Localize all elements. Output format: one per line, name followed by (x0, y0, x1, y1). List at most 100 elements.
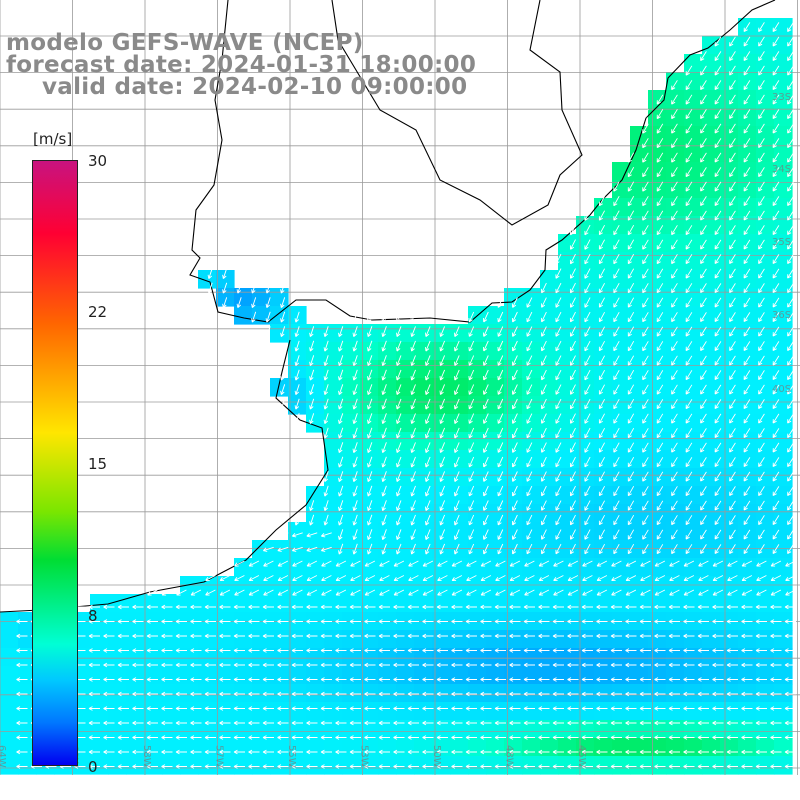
wind-arrow (584, 442, 591, 453)
wind-arrow (393, 648, 405, 653)
wind-speed-cell (630, 756, 649, 775)
wind-speed-cell (738, 144, 757, 163)
wind-arrow (381, 500, 387, 512)
wind-arrow (248, 691, 260, 697)
wind-arrow (396, 384, 402, 395)
wind-speed-cell (522, 504, 541, 523)
wind-arrow (584, 253, 591, 265)
wind-arrow (509, 604, 521, 610)
wind-arrow (204, 648, 216, 653)
wind-arrow (396, 398, 402, 410)
wind-speed-cell (432, 702, 451, 721)
wind-arrow (627, 427, 635, 439)
wind-arrow (320, 677, 332, 682)
wind-arrow (627, 166, 635, 178)
wind-arrow (306, 633, 318, 639)
wind-arrow (379, 575, 390, 582)
wind-arrow (393, 720, 405, 726)
wind-arrow (248, 662, 260, 668)
latitude-label: 36S (772, 310, 791, 321)
wind-arrow (511, 529, 518, 540)
wind-arrow (526, 485, 533, 497)
wind-speed-cell (558, 756, 577, 775)
wind-speed-cell (774, 558, 793, 577)
wind-speed-cell (720, 684, 739, 703)
wind-arrow (642, 399, 649, 410)
wind-speed-cell (630, 198, 649, 217)
wind-arrow (758, 500, 765, 511)
wind-speed-cell (738, 558, 757, 577)
wind-arrow (454, 529, 460, 540)
wind-arrow (685, 312, 693, 323)
wind-speed-cell (576, 504, 595, 523)
wind-arrow (367, 485, 373, 497)
wind-arrow (190, 677, 202, 682)
wind-arrow (729, 544, 736, 554)
wind-speed-cell (756, 720, 775, 739)
wind-arrow (538, 706, 550, 711)
wind-speed-cell (558, 738, 577, 757)
wind-arrow (743, 65, 751, 76)
wind-arrow (726, 662, 738, 668)
wind-arrow (393, 662, 405, 668)
wind-speed-cell (630, 270, 649, 289)
wind-speed-cell (486, 594, 505, 613)
wind-arrow (511, 369, 518, 381)
wind-speed-cell (342, 360, 361, 379)
wind-arrow (642, 486, 649, 497)
wind-arrow (654, 706, 666, 711)
wind-arrow (685, 399, 693, 410)
wind-speed-cell (684, 90, 703, 109)
wind-arrow (656, 268, 664, 279)
wind-speed-cell (18, 702, 37, 721)
wind-speed-cell (738, 360, 757, 379)
wind-speed-cell (576, 702, 595, 721)
wind-arrow (407, 764, 419, 769)
wind-arrow (627, 485, 635, 497)
wind-speed-cell (702, 702, 721, 721)
wind-arrow (584, 384, 591, 395)
wind-arrow (610, 662, 622, 668)
wind-arrow (161, 604, 173, 610)
wind-arrow (625, 662, 637, 668)
wind-arrow (729, 355, 736, 366)
wind-arrow (526, 543, 533, 555)
wind-arrow (439, 369, 446, 381)
wind-arrow (582, 560, 593, 567)
wind-arrow (584, 456, 591, 468)
wind-arrow (306, 575, 318, 582)
wind-arrow (743, 515, 751, 525)
wind-arrow (758, 399, 765, 409)
wind-arrow (248, 633, 260, 639)
wind-arrow (758, 22, 765, 32)
wind-arrow (714, 80, 722, 90)
wind-arrow (309, 514, 315, 526)
wind-arrow (685, 544, 693, 555)
wind-arrow (697, 706, 709, 711)
wind-arrow (785, 575, 796, 582)
wind-speed-cell (360, 558, 379, 577)
wind-arrow (613, 514, 620, 526)
wind-arrow (625, 720, 637, 726)
wind-arrow (465, 735, 477, 740)
wind-arrow (291, 648, 303, 653)
wind-arrow (294, 384, 300, 396)
wind-speed-cell (630, 342, 649, 361)
wind-arrow (685, 239, 693, 250)
wind-arrow (233, 604, 245, 610)
wind-arrow (497, 543, 504, 555)
wind-arrow (714, 442, 722, 453)
wind-speed-cell (702, 144, 721, 163)
wind-arrow (320, 619, 332, 624)
wind-arrow (364, 560, 376, 567)
wind-arrow (584, 340, 591, 352)
wind-speed-cell (360, 702, 379, 721)
wind-arrow (642, 283, 649, 294)
wind-speed-cell (504, 504, 523, 523)
wind-arrow (610, 720, 622, 726)
wind-speed-cell (90, 648, 109, 667)
wind-arrow (668, 749, 680, 755)
wind-arrow (700, 138, 707, 148)
wind-speed-cell (594, 756, 613, 775)
